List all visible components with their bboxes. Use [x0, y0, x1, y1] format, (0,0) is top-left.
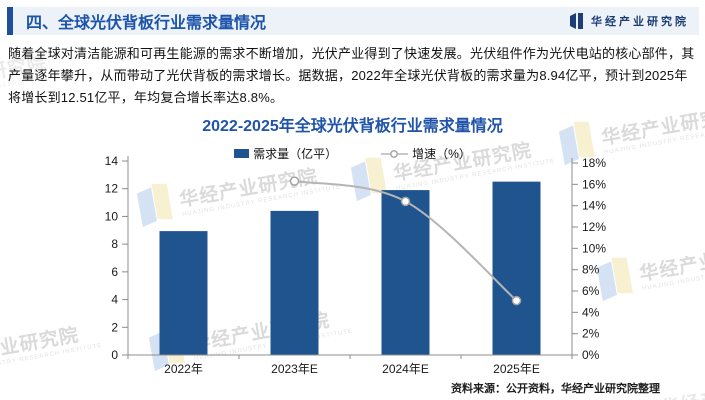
x-axis-label: 2024年E	[382, 362, 429, 376]
summary-paragraph: 随着全球对清洁能源和可再生能源的需求不断增加，光伏产业得到了快速发展。光伏组件作…	[8, 46, 695, 105]
chart-title: 2022-2025年全球光伏背板行业需求量情况	[202, 118, 503, 135]
right-axis-label: 2%	[582, 327, 600, 341]
section-title: 四、全球光伏背板行业需求量情况	[26, 15, 267, 32]
growth-point-marker	[400, 196, 411, 207]
brand-logo: 华经产业研究院	[570, 13, 689, 29]
x-axis-label: 2022年	[164, 362, 203, 376]
left-axis-label: 4	[111, 293, 118, 307]
brand-book-icon	[570, 13, 583, 29]
growth-point-marker	[511, 295, 522, 306]
right-axis-label: 0%	[582, 348, 600, 362]
left-axis-label: 12	[105, 182, 119, 196]
x-axis-label: 2023年E	[271, 362, 318, 376]
right-axis-label: 6%	[582, 284, 600, 298]
growth-point-marker	[289, 176, 300, 186]
left-axis-label: 2	[111, 320, 118, 334]
left-axis-label: 6	[111, 265, 118, 279]
chart-legend: 需求量（亿平） 增速（%）	[0, 145, 705, 162]
right-axis-label: 10%	[582, 241, 606, 255]
bar-2022年	[159, 231, 208, 355]
source-note: 资料来源：公开资料，华经产业研究院整理	[451, 383, 660, 395]
header-accent-bar	[7, 7, 13, 35]
left-axis-label: 14	[105, 154, 119, 168]
right-axis-label: 16%	[582, 177, 606, 191]
left-axis-label: 0	[111, 348, 118, 362]
right-axis-label: 8%	[582, 263, 600, 277]
right-axis-label: 18%	[582, 156, 606, 170]
right-axis-label: 4%	[582, 305, 600, 319]
legend-item-growth: 增速（%）	[381, 145, 471, 162]
bar-2024年E	[381, 190, 430, 355]
left-axis-label: 10	[105, 209, 119, 223]
bar-swatch-icon	[234, 149, 250, 158]
bar-2023年E	[270, 210, 319, 355]
x-axis-label: 2025年E	[493, 362, 540, 376]
line-marker-icon	[381, 149, 409, 158]
brand-name: 华经产业研究院	[591, 16, 689, 28]
combo-chart: 0 2 4 6 8 10 12 14 0% 2% 4% 6% 8% 10% 12% 14% 16% 18% 2022…	[105, 154, 607, 376]
legend-label-growth: 增速（%）	[412, 147, 471, 161]
bar-2025年E	[492, 181, 541, 355]
left-axis-label: 8	[111, 237, 118, 251]
legend-label-demand: 需求量（亿平）	[253, 147, 338, 161]
legend-item-demand: 需求量（亿平）	[234, 145, 337, 162]
section-header: 四、全球光伏背板行业需求量情况 华经产业研究院	[7, 7, 699, 35]
right-axis-label: 12%	[582, 220, 606, 234]
right-axis-label: 14%	[582, 199, 606, 213]
